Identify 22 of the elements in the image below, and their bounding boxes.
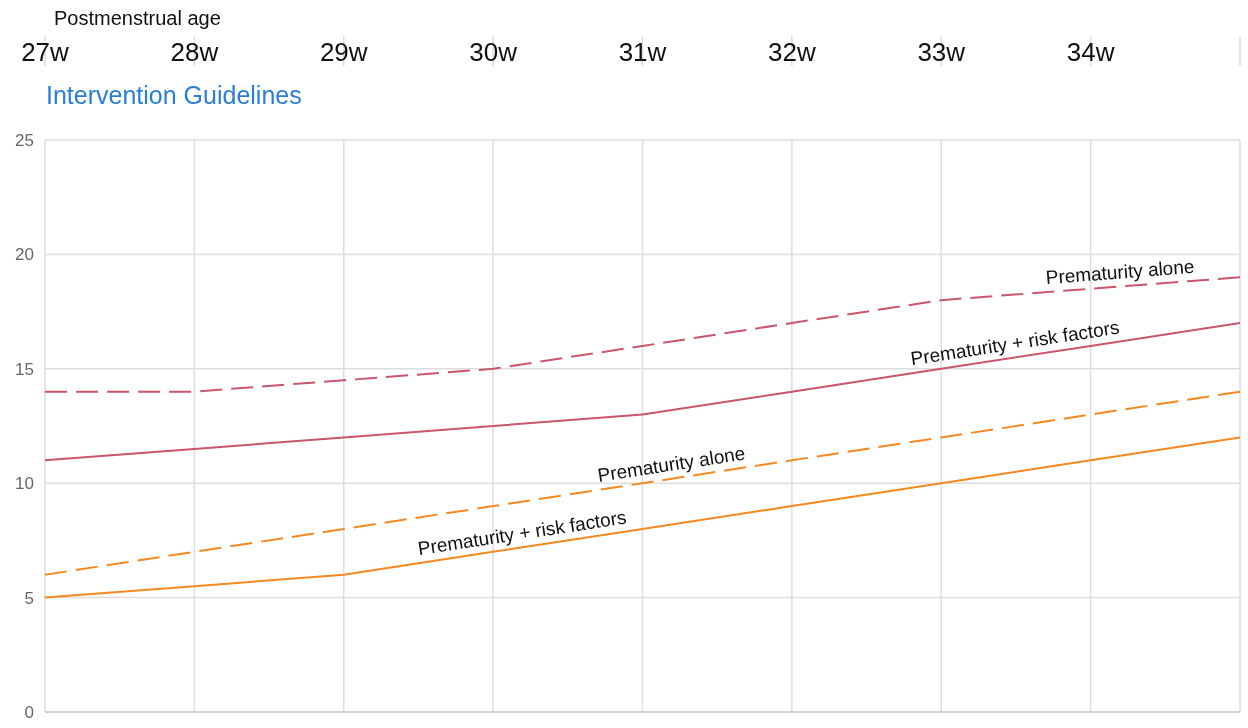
y-tick-label: 20 [15, 245, 34, 265]
x-tick-label: 27w [21, 37, 70, 67]
x-tick-label: 31w [618, 37, 667, 67]
x-tick-label: 32w [768, 37, 816, 67]
y-tick-label: 0 [24, 703, 34, 722]
x-tick-label: 29w [319, 37, 368, 67]
chart-title: Intervention Guidelines [46, 81, 302, 109]
x-tick-label: 30w [469, 37, 518, 67]
text: Prematurity + risk factors [416, 506, 628, 560]
text: Prematurity + risk factors [909, 316, 1121, 370]
y-tick-label: 15 [15, 359, 34, 379]
y-tick-label: 25 [15, 131, 34, 150]
x-tick-label: 33w [917, 37, 966, 67]
text: Prematurity alone [596, 442, 747, 486]
x-tick-label: 34w [1066, 37, 1115, 67]
line-series [44, 390, 1241, 576]
series-label: Prematurity alone [1044, 255, 1196, 289]
line-series [44, 436, 1241, 599]
y-tick-label: 10 [15, 474, 34, 494]
x-axis-title: Postmenstrual age [54, 7, 221, 29]
y-tick-label: 5 [24, 588, 34, 608]
x-tick-label: 28w [170, 37, 219, 67]
